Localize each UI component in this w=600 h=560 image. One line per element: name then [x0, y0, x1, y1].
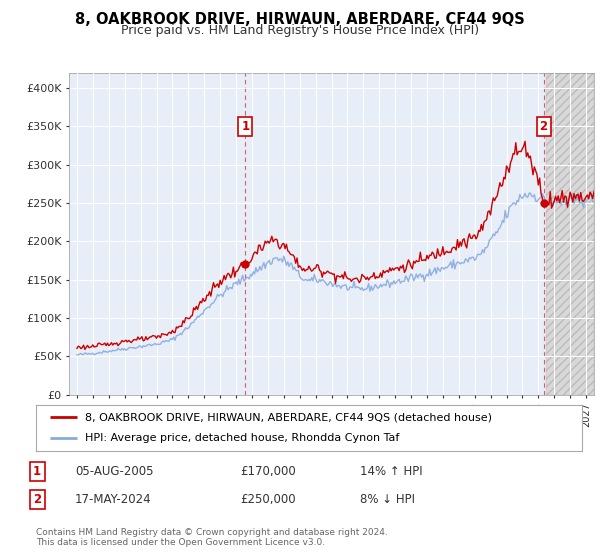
Text: £170,000: £170,000 [240, 465, 296, 478]
Text: Price paid vs. HM Land Registry's House Price Index (HPI): Price paid vs. HM Land Registry's House … [121, 24, 479, 37]
Text: 8, OAKBROOK DRIVE, HIRWAUN, ABERDARE, CF44 9QS (detached house): 8, OAKBROOK DRIVE, HIRWAUN, ABERDARE, CF… [85, 412, 492, 422]
Text: 2: 2 [539, 120, 548, 133]
Text: 2: 2 [33, 493, 41, 506]
Text: 17-MAY-2024: 17-MAY-2024 [75, 493, 152, 506]
Text: 05-AUG-2005: 05-AUG-2005 [75, 465, 154, 478]
Text: 1: 1 [241, 120, 250, 133]
Text: £250,000: £250,000 [240, 493, 296, 506]
Text: Contains HM Land Registry data © Crown copyright and database right 2024.
This d: Contains HM Land Registry data © Crown c… [36, 528, 388, 547]
Text: 8, OAKBROOK DRIVE, HIRWAUN, ABERDARE, CF44 9QS: 8, OAKBROOK DRIVE, HIRWAUN, ABERDARE, CF… [75, 12, 525, 27]
Text: HPI: Average price, detached house, Rhondda Cynon Taf: HPI: Average price, detached house, Rhon… [85, 433, 400, 444]
Text: 14% ↑ HPI: 14% ↑ HPI [360, 465, 422, 478]
Text: 8% ↓ HPI: 8% ↓ HPI [360, 493, 415, 506]
Text: 1: 1 [33, 465, 41, 478]
Bar [546, 73, 594, 395]
